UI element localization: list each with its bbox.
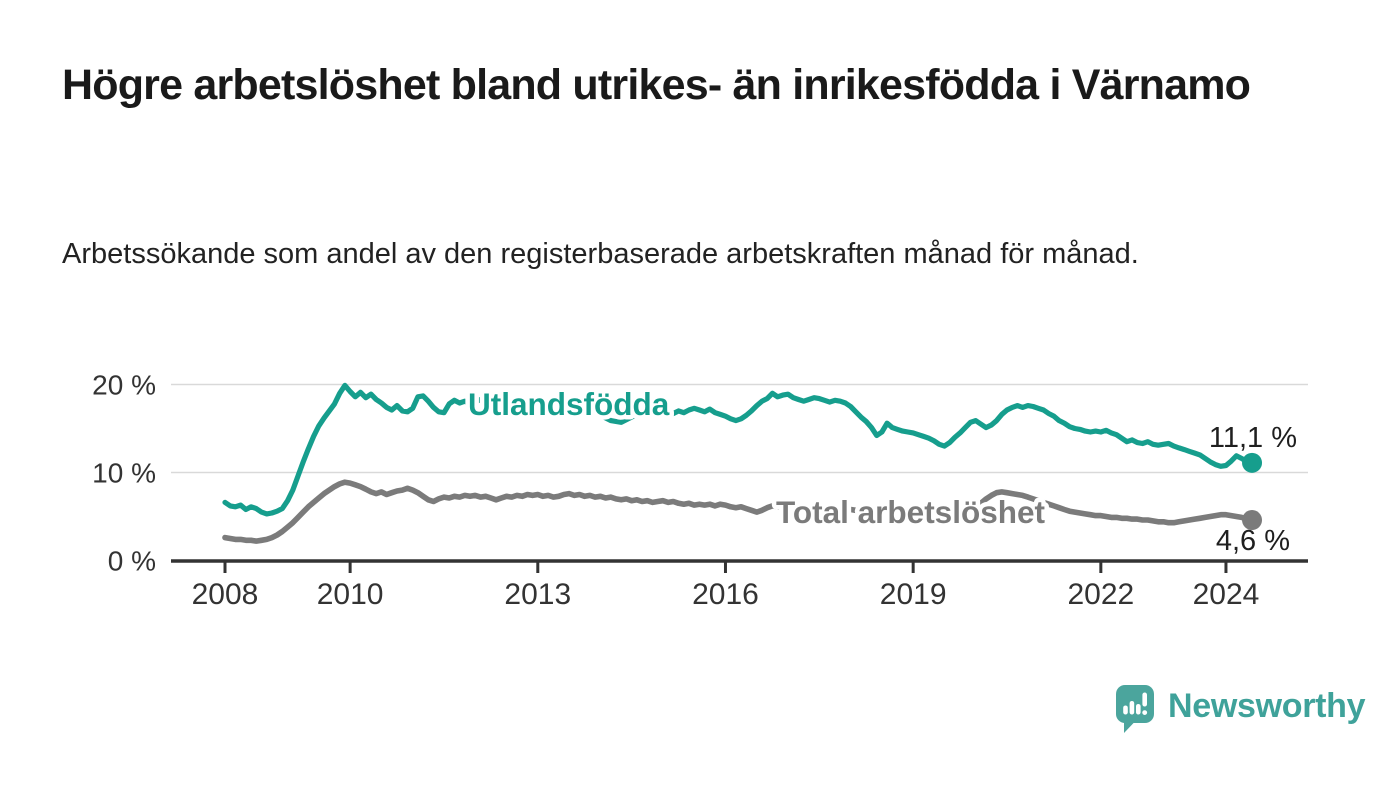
series-line-utlandsfodda [222, 382, 1255, 517]
x-axis-label-2010: 2010 [317, 578, 384, 611]
x-axis-label-2022: 2022 [1067, 578, 1134, 611]
x-axis-label-2019: 2019 [880, 578, 947, 611]
x-axis-label-2016: 2016 [692, 578, 759, 611]
x-axis-label-2008: 2008 [192, 578, 259, 611]
series-line-total [222, 479, 1255, 544]
page-title: Högre arbetslöshet bland utrikes- än inr… [62, 61, 1251, 109]
brand-logo: Newsworthy [1115, 684, 1366, 734]
end-dot-total [1242, 510, 1263, 531]
y-axis-label-20: 20 % [92, 370, 156, 401]
bar-chart-speech-bubble-icon [1116, 685, 1154, 733]
x-axis-label-2024: 2024 [1193, 578, 1260, 611]
end-value-label-utlandsfodda: 11,1 % [1209, 422, 1297, 454]
end-dot-utlandsfodda [1242, 452, 1263, 473]
chart-subtitle: Arbetssökande som andel av den registerb… [62, 238, 1139, 270]
y-axis-label-0: 0 % [108, 546, 156, 577]
series-label-utlandsfodda: Utlandsfödda [468, 386, 670, 422]
x-axis-label-2013: 2013 [504, 578, 571, 611]
series-label-total: Total arbetslöshet [776, 494, 1045, 530]
end-value-label-total: 4,6 % [1216, 525, 1290, 557]
brand-name: Newsworthy [1168, 687, 1366, 725]
y-axis-label-10: 10 % [92, 458, 156, 489]
